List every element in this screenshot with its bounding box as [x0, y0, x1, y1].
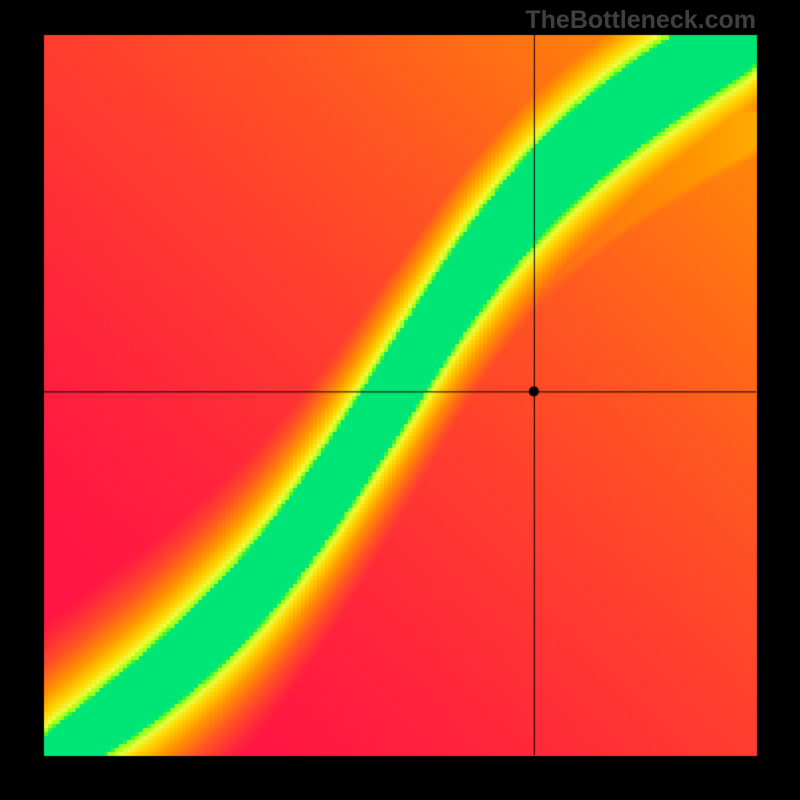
watermark-text: TheBottleneck.com	[525, 6, 756, 35]
bottleneck-heatmap	[0, 0, 800, 800]
